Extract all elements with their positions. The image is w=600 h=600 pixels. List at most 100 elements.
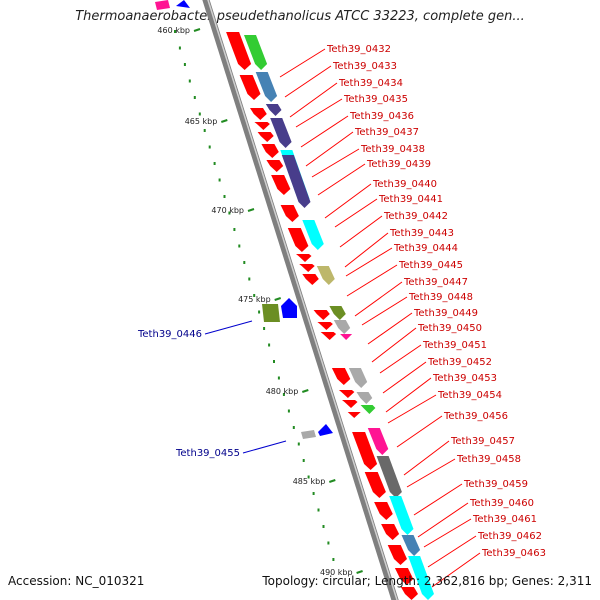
gene-arrow-forward[interactable] <box>348 368 368 388</box>
gene-arrow-forward[interactable] <box>360 405 376 414</box>
genome-summary: Topology: circular; Length: 2,362,816 bp… <box>262 574 592 588</box>
genome-title: Thermoanaerobacter pseudethanolicus ATCC… <box>75 9 525 24</box>
gene-arrow-reverse[interactable] <box>281 298 297 318</box>
gene-arrow-forward[interactable] <box>271 175 291 195</box>
kbp-label: 480 kbp <box>266 387 299 396</box>
gene-arrow-forward[interactable] <box>338 390 355 398</box>
gene-label[interactable]: Teth39_0448 <box>408 292 473 303</box>
leader-line <box>423 518 472 548</box>
gene-arrow-forward[interactable] <box>265 104 282 116</box>
gene-arrow-reverse[interactable] <box>318 424 333 436</box>
gene-arrow-forward[interactable] <box>244 35 268 70</box>
accession: Accession: NC_010321 <box>8 574 145 588</box>
gene-arrow-forward[interactable] <box>364 472 386 498</box>
gene-label[interactable]: Teth39_0463 <box>481 548 546 559</box>
gene-arrow-forward[interactable] <box>270 118 292 148</box>
gene-label[interactable]: Teth39_0443 <box>389 228 454 239</box>
gene-label[interactable]: Teth39_0440 <box>372 179 437 190</box>
gene-label[interactable]: Teth39_0459 <box>463 479 528 490</box>
gene-label[interactable]: Teth39_0432 <box>326 44 391 55</box>
gene-label[interactable]: Teth39_0460 <box>469 498 534 509</box>
gene-arrow-forward[interactable] <box>320 332 337 340</box>
leader-line <box>413 483 463 516</box>
gene-label[interactable]: Teth39_0447 <box>403 277 468 288</box>
gene-label[interactable]: Teth39_0456 <box>443 411 508 422</box>
gene-label[interactable]: Teth39_0457 <box>450 436 515 447</box>
gene-label[interactable]: Teth39_0458 <box>456 454 521 465</box>
gene-label[interactable]: Teth39_0461 <box>472 514 537 525</box>
gene-label[interactable]: Teth39_0442 <box>383 211 448 222</box>
gene-label[interactable]: Teth39_0439 <box>366 159 431 170</box>
gene-arrow-forward[interactable] <box>266 160 284 172</box>
gene-arrow-forward[interactable] <box>389 496 414 535</box>
gene-arrow-forward[interactable] <box>338 334 353 340</box>
gene-arrow-forward[interactable] <box>352 432 378 470</box>
gene-arrow-forward[interactable] <box>400 587 418 600</box>
leader-line <box>242 440 287 454</box>
gene-arrow-forward[interactable] <box>254 122 270 130</box>
gene-arrow-forward[interactable] <box>255 72 278 102</box>
gene-label[interactable]: Teth39_0450 <box>417 323 482 334</box>
kbp-label: 475 kbp <box>238 295 271 304</box>
gene-arrow-forward[interactable] <box>250 108 267 120</box>
gene-label[interactable]: Teth39_0435 <box>343 94 408 105</box>
gene-arrow-forward[interactable] <box>401 535 421 556</box>
gene-arrow-forward[interactable] <box>317 322 333 330</box>
kbp-tick <box>247 208 255 212</box>
gene-arrow-reverse[interactable] <box>155 0 170 10</box>
gene-arrow-forward[interactable] <box>280 205 299 222</box>
gene-arrow-reverse[interactable] <box>176 0 190 8</box>
gene-label[interactable]: Teth39_0441 <box>378 194 443 205</box>
gene-arrow-forward[interactable] <box>257 132 274 142</box>
gene-arrow-forward[interactable] <box>316 266 335 285</box>
leader-line <box>361 296 408 326</box>
gene-arrow-reverse[interactable] <box>262 304 280 322</box>
gene-label[interactable]: Teth39_0451 <box>422 340 487 351</box>
gene-arrow-forward[interactable] <box>281 155 311 208</box>
leader-line <box>295 98 343 128</box>
gene-label[interactable]: Teth39_0436 <box>349 111 414 122</box>
gene-label[interactable]: Teth39_0444 <box>393 243 458 254</box>
gene-arrow-forward[interactable] <box>296 254 312 262</box>
scale-ticks: 460 kbp 465 kbp 470 kbp 475 kbp 480 kbp 485 k… <box>157 26 363 577</box>
gene-arrow-forward[interactable] <box>345 412 361 418</box>
gene-arrow-forward[interactable] <box>329 306 346 320</box>
gene-label[interactable]: Teth39_0462 <box>477 531 542 542</box>
gene-arrow-forward[interactable] <box>261 144 279 158</box>
gene-label[interactable]: Teth39_0445 <box>398 260 463 271</box>
gene-label[interactable]: Teth39_0433 <box>332 61 397 72</box>
gene-arrow-forward[interactable] <box>287 228 309 252</box>
gene-arrow-forward[interactable] <box>239 75 261 100</box>
gene-arrow-forward[interactable] <box>356 392 373 404</box>
gene-arrow-forward[interactable] <box>333 320 351 334</box>
gene-arrow-forward[interactable] <box>381 524 400 540</box>
gene-label[interactable]: Teth39_0455 <box>175 448 240 459</box>
leader-line <box>311 148 360 178</box>
chromosome-highlight <box>207 0 398 600</box>
gene-arrow-forward[interactable] <box>331 368 351 385</box>
gene-label[interactable]: Teth39_0453 <box>432 373 497 384</box>
gene-label[interactable]: Teth39_0434 <box>338 78 403 89</box>
gene-arrow-forward[interactable] <box>394 568 414 585</box>
gene-label[interactable]: Teth39_0446 <box>137 329 202 340</box>
leader-line <box>385 377 432 413</box>
gene-arrow-forward[interactable] <box>313 310 330 320</box>
gene-arrow-forward[interactable] <box>387 545 407 565</box>
gene-label[interactable]: Teth39_0438 <box>360 144 425 155</box>
gene-arrow-forward[interactable] <box>299 264 315 272</box>
gene-arrow-forward[interactable] <box>342 400 358 408</box>
kbp-tick <box>301 389 309 393</box>
gene-arrow-reverse[interactable] <box>301 430 316 439</box>
gene-label[interactable]: Teth39_0437 <box>354 127 419 138</box>
gene-arrow-forward[interactable] <box>302 220 324 250</box>
gene-arrow-forward[interactable] <box>302 274 319 285</box>
gene-arrow-forward[interactable] <box>374 502 393 520</box>
gene-label[interactable]: Teth39_0454 <box>437 390 502 401</box>
gene-label[interactable]: Teth39_0452 <box>427 357 492 368</box>
gene-arrow-forward[interactable] <box>376 456 402 498</box>
gene-arrow-forward[interactable] <box>408 556 434 600</box>
gene-arrow-forward[interactable] <box>226 32 252 70</box>
gene-label[interactable]: Teth39_0449 <box>413 308 478 319</box>
gene-arrow-forward[interactable] <box>367 428 389 455</box>
